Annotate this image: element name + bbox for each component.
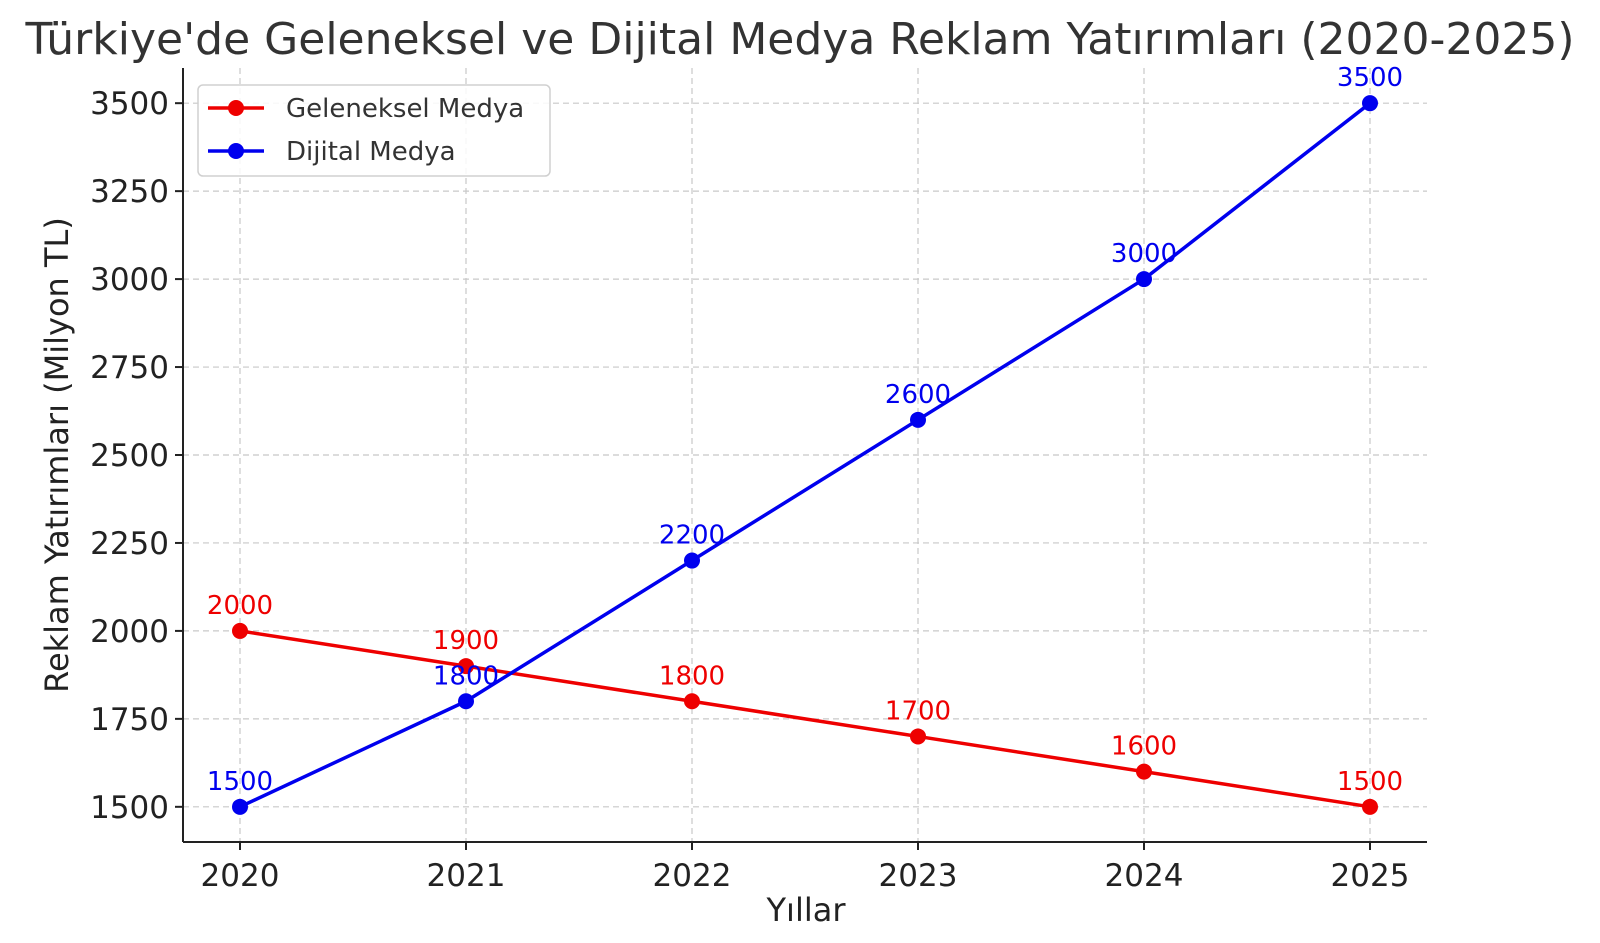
series-line-geleneksel bbox=[239, 629, 1371, 809]
y-tick-label: 1500 bbox=[90, 790, 169, 826]
x-axis-label: Yıllar bbox=[766, 891, 847, 929]
x-tick-label: 2025 bbox=[1331, 858, 1410, 894]
data-point bbox=[232, 622, 248, 639]
data-label: 1500 bbox=[207, 767, 273, 797]
data-point bbox=[910, 728, 926, 745]
data-point bbox=[1362, 95, 1378, 112]
chart-title: Türkiye'de Geleneksel ve Dijital Medya R… bbox=[24, 14, 1574, 65]
legend-box bbox=[197, 84, 551, 177]
axes: 2020 2021 2022 2023 2024 2025 1500 1750 2000 2250… bbox=[90, 68, 1427, 894]
y-tick-label: 1750 bbox=[90, 702, 169, 738]
y-tick-label: 2750 bbox=[90, 350, 169, 386]
series-line-dijital bbox=[239, 101, 1372, 809]
series-lines bbox=[232, 95, 1378, 815]
legend: Geleneksel Medya Dijital Medya bbox=[197, 84, 551, 177]
data-label: 3000 bbox=[1111, 239, 1177, 269]
data-label: 1600 bbox=[1111, 732, 1177, 762]
data-point bbox=[910, 411, 926, 428]
x-tick-label: 2022 bbox=[653, 858, 732, 894]
legend-marker bbox=[228, 143, 244, 159]
data-label: 1800 bbox=[433, 661, 499, 691]
data-label: 3500 bbox=[1337, 63, 1403, 93]
y-axis-label: Reklam Yatırımları (Milyon TL) bbox=[38, 217, 76, 693]
x-tick-label: 2023 bbox=[879, 858, 958, 894]
data-label: 1500 bbox=[1337, 767, 1403, 797]
data-labels: 2000 1900 1800 1700 1600 1500 1500 1800 2200 2600… bbox=[207, 63, 1403, 797]
data-label: 2600 bbox=[885, 380, 951, 410]
data-point bbox=[684, 693, 700, 710]
data-point bbox=[1362, 798, 1378, 815]
y-tick-label: 3250 bbox=[90, 174, 169, 210]
x-tick-label: 2021 bbox=[427, 858, 506, 894]
x-tick-label: 2024 bbox=[1105, 858, 1184, 894]
legend-label: Geleneksel Medya bbox=[286, 94, 524, 124]
grid-lines bbox=[183, 68, 1427, 842]
y-tick-label: 3000 bbox=[90, 262, 169, 298]
data-point bbox=[1136, 763, 1152, 780]
data-point bbox=[1136, 271, 1152, 288]
legend-label: Dijital Medya bbox=[286, 137, 456, 167]
data-label: 1900 bbox=[433, 626, 499, 656]
data-label: 2000 bbox=[207, 591, 273, 621]
data-point bbox=[458, 658, 474, 675]
data-point bbox=[458, 693, 474, 710]
data-label: 1700 bbox=[885, 696, 951, 726]
data-label: 1800 bbox=[659, 661, 725, 691]
y-tick-label: 2000 bbox=[90, 614, 169, 650]
data-point bbox=[684, 552, 700, 569]
x-tick-label: 2020 bbox=[201, 858, 280, 894]
data-point bbox=[232, 798, 248, 815]
data-label: 2200 bbox=[659, 521, 725, 551]
y-tick-label: 2250 bbox=[90, 526, 169, 562]
legend-marker bbox=[228, 100, 244, 116]
y-tick-label: 3500 bbox=[90, 86, 169, 122]
y-tick-label: 2500 bbox=[90, 438, 169, 474]
